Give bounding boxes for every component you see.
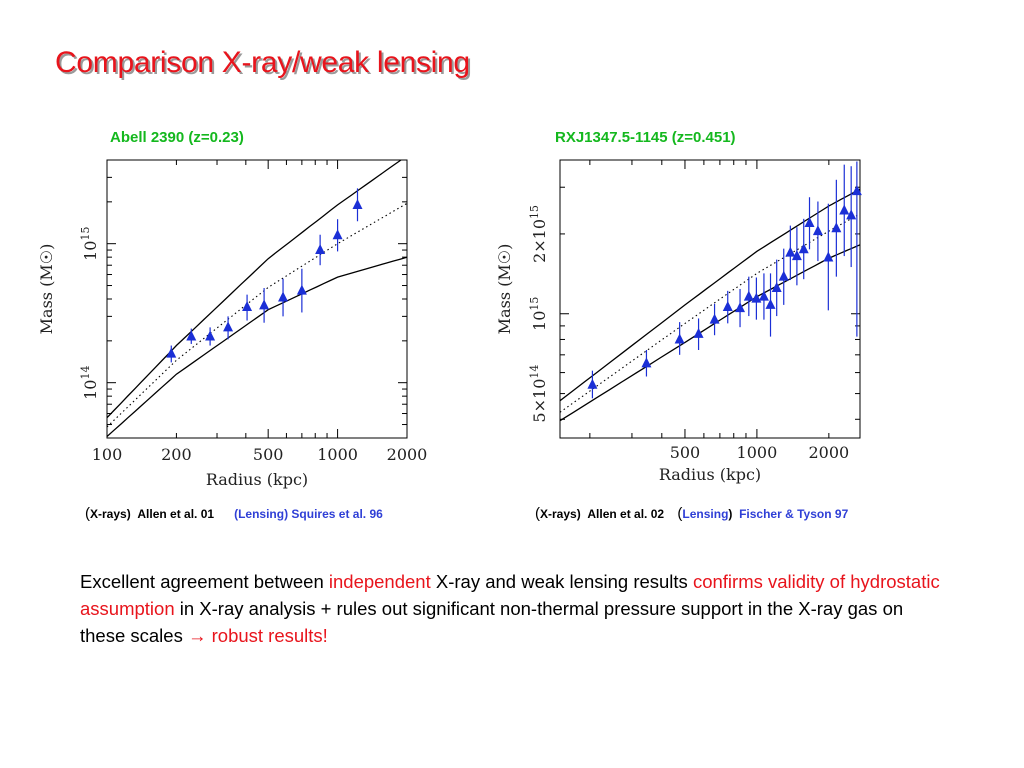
x-axis-title: Radius (kpc) bbox=[206, 470, 308, 489]
caption-abell2390: (X-rays) Allen et al. 01 (Lensing) Squir… bbox=[85, 505, 383, 522]
caption-lens-open: ( bbox=[677, 505, 683, 522]
xray-bound-curve bbox=[560, 188, 860, 402]
slide-body-text: Excellent agreement between independent … bbox=[80, 568, 940, 649]
caption-paren: ( bbox=[535, 505, 540, 522]
y-tick-label-exp: 14 bbox=[528, 365, 541, 379]
caption-lens-ref: Squires et al. 96 bbox=[291, 507, 383, 521]
lensing-fit-curve bbox=[560, 213, 860, 413]
body-text-run: independent bbox=[328, 571, 431, 592]
data-point bbox=[278, 291, 289, 302]
caption-lens-close: ) bbox=[728, 507, 733, 521]
data-point bbox=[831, 222, 842, 233]
slide-title: Comparison X-ray/weak lensing bbox=[55, 46, 470, 79]
body-text-run: confirms validity of hydrostatic assumpt… bbox=[80, 571, 940, 619]
body-text-run: Excellent agreement between bbox=[80, 571, 329, 592]
data-point bbox=[771, 282, 782, 293]
data-point bbox=[791, 250, 802, 261]
caption-paren: ( bbox=[85, 505, 90, 522]
data-point bbox=[758, 290, 769, 301]
data-point bbox=[751, 292, 762, 303]
data-point bbox=[743, 290, 754, 301]
y-tick-label-exp: 15 bbox=[79, 227, 92, 241]
lensing-fit-curve bbox=[107, 202, 407, 428]
data-point bbox=[332, 229, 343, 240]
data-point bbox=[778, 270, 789, 281]
data-point bbox=[674, 333, 685, 344]
body-text-run: robust results! bbox=[206, 625, 328, 646]
x-tick-label: 1000 bbox=[737, 443, 778, 462]
y-tick-label: 1015 bbox=[528, 297, 549, 331]
y-tick-label-base: 10 bbox=[81, 241, 100, 261]
x-tick-label: 2000 bbox=[808, 443, 849, 462]
x-tick-label: 1000 bbox=[317, 445, 358, 464]
y-tick-label-exp: 14 bbox=[79, 366, 92, 380]
y-tick-label: 1014 bbox=[79, 366, 100, 400]
x-tick-label: 200 bbox=[161, 445, 192, 464]
data-point bbox=[709, 313, 720, 324]
data-point bbox=[846, 209, 857, 220]
data-point bbox=[839, 204, 850, 215]
y-tick-label: 1015 bbox=[79, 227, 100, 261]
y-tick-label-exp: 15 bbox=[528, 297, 541, 311]
data-point bbox=[851, 185, 862, 196]
body-text-run: X-ray and weak lensing results bbox=[430, 571, 693, 592]
y-axis-title: Mass (M☉) bbox=[37, 244, 56, 335]
body-text-run: in X-ray analysis + rules out significan… bbox=[80, 598, 904, 646]
x-axis-title: Radius (kpc) bbox=[659, 465, 761, 484]
data-point bbox=[223, 321, 234, 332]
data-point bbox=[242, 301, 253, 312]
y-tick-label: 2×1015 bbox=[528, 205, 549, 263]
caption-lens-label: (Lensing) bbox=[234, 507, 289, 521]
data-point bbox=[812, 225, 823, 236]
data-point bbox=[765, 298, 776, 309]
caption-lens-ref: Fischer & Tyson 97 bbox=[739, 507, 849, 521]
caption-xray-label: X-rays) bbox=[540, 507, 581, 521]
body-text-run: → bbox=[187, 625, 207, 646]
data-point bbox=[315, 244, 326, 255]
caption-lens-label: Lensing bbox=[682, 507, 729, 521]
data-point bbox=[587, 378, 598, 389]
x-tick-label: 500 bbox=[253, 445, 284, 464]
data-point bbox=[785, 246, 796, 257]
chart-title-abell2390: Abell 2390 (z=0.23) bbox=[110, 129, 244, 146]
plot-frame bbox=[559, 159, 861, 439]
xray-bound-curve bbox=[107, 160, 403, 419]
data-point bbox=[166, 347, 177, 358]
caption-xray-ref: Allen et al. 02 bbox=[587, 507, 665, 521]
y-tick-label-exp: 15 bbox=[528, 205, 541, 219]
data-point bbox=[352, 198, 363, 209]
x-tick-label: 100 bbox=[92, 445, 123, 464]
data-point bbox=[735, 302, 746, 313]
y-axis-title: Mass (M☉) bbox=[495, 244, 514, 335]
data-point bbox=[205, 330, 216, 341]
x-tick-label: 500 bbox=[670, 443, 701, 462]
y-tick-label: 5×1014 bbox=[528, 365, 549, 423]
x-tick-label: 2000 bbox=[387, 445, 428, 464]
chart-title-rxj1347: RXJ1347.5-1145 (z=0.451) bbox=[555, 129, 736, 146]
xray-bound-curve bbox=[560, 244, 860, 422]
y-tick-label-base: 10 bbox=[530, 311, 549, 331]
data-point bbox=[641, 357, 652, 368]
y-tick-label-base: 5×10 bbox=[530, 379, 549, 423]
data-point bbox=[823, 251, 834, 262]
data-point bbox=[804, 216, 815, 227]
data-point bbox=[798, 243, 809, 254]
caption-xray-label: X-rays) bbox=[90, 507, 131, 521]
xray-bound-curve bbox=[107, 256, 407, 437]
y-tick-label-base: 10 bbox=[81, 380, 100, 400]
y-tick-label-base: 2×10 bbox=[530, 219, 549, 263]
data-point bbox=[693, 327, 704, 338]
caption-xray-ref: Allen et al. 01 bbox=[137, 507, 215, 521]
data-point bbox=[186, 330, 197, 341]
caption-rxj1347: (X-rays) Allen et al. 02 (Lensing) Fisch… bbox=[535, 505, 848, 522]
data-point bbox=[259, 299, 270, 310]
data-point bbox=[722, 301, 733, 312]
data-point bbox=[296, 284, 307, 295]
